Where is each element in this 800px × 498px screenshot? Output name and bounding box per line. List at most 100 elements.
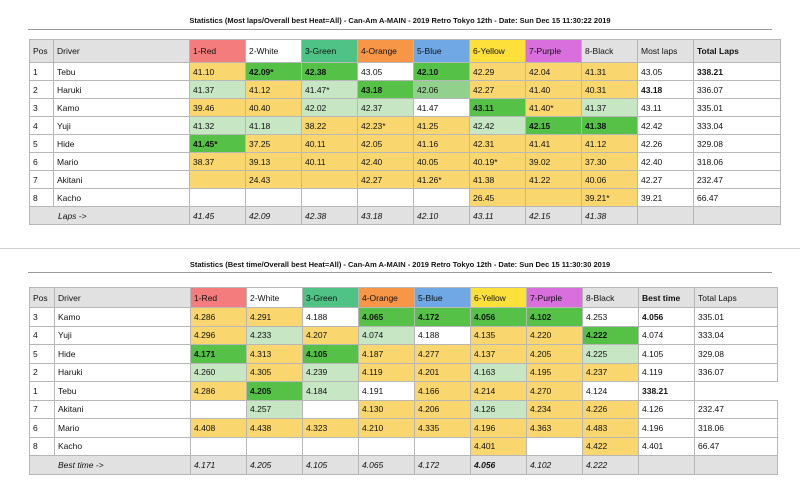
total-cell: 336.07 <box>693 80 781 99</box>
column-header: 6-Yellow <box>469 39 526 63</box>
summary-row: Laps -> 41.45 42.09 42.38 43.18 42.10 43.11 42.… <box>29 206 781 225</box>
table-row: 5 Hide 41.45* 37.25 40.11 42.05 41.16 42.31 41.4… <box>29 134 781 153</box>
summary-value: 4.065 <box>358 455 415 475</box>
best-cell: 4.196 <box>638 418 695 438</box>
total-cell: 318.06 <box>694 418 778 438</box>
laps-statistics-panel: Statistics (Most laps/Overall best Heat=… <box>0 0 800 240</box>
summary-value: 43.18 <box>357 206 414 225</box>
lane-cell: 4.102 <box>526 307 583 327</box>
pos-cell: 5 <box>29 344 55 364</box>
lane-cell: 4.291 <box>246 307 303 327</box>
lane-cell: 4.166 <box>414 381 471 401</box>
pos-cell: 1 <box>29 62 54 81</box>
lane-cell: 39.21* <box>581 188 638 207</box>
column-header: 8-Black <box>581 39 638 63</box>
total-cell: 336.07 <box>694 362 778 382</box>
lane-cell: 4.065 <box>358 307 415 327</box>
lane-cell: 37.30 <box>581 152 638 171</box>
column-header: Driver <box>53 39 190 63</box>
lane-cell: 42.42 <box>469 116 526 135</box>
lane-cell: 43.18 <box>357 80 414 99</box>
pos-cell: 7 <box>29 399 55 419</box>
lane-cell: 42.10 <box>413 62 470 81</box>
lane-cell: 24.43 <box>245 170 302 189</box>
lane-cell: 4.239 <box>302 362 359 382</box>
driver-cell: Kacho <box>54 436 191 456</box>
column-header: 2-White <box>245 39 302 63</box>
best-cell: 42.40 <box>637 152 694 171</box>
total-cell: 318.06 <box>693 152 781 171</box>
lane-cell: 40.11 <box>301 134 358 153</box>
lane-cell: 4.233 <box>246 325 303 345</box>
best-cell: 4.074 <box>638 325 695 345</box>
summary-value: 4.205 <box>246 455 303 475</box>
lane-cell: 4.074 <box>358 325 415 345</box>
total-cell: 338.21 <box>693 62 781 81</box>
lane-cell: 41.32 <box>189 116 246 135</box>
driver-cell: Tebu <box>54 381 191 401</box>
lane-cell: 4.253 <box>582 307 639 327</box>
table-row: 6 Mario 4.408 4.438 4.323 4.210 4.335 4.196 4.36… <box>29 418 778 438</box>
lane-cell: 4.187 <box>358 344 415 364</box>
lane-cell: 40.11 <box>301 152 358 171</box>
lane-cell: 4.260 <box>190 362 247 382</box>
lane-cell: 26.45 <box>469 188 526 207</box>
lane-cell: 41.47* <box>301 80 358 99</box>
lane-cell: 42.23* <box>357 116 414 135</box>
lane-cell: 41.37 <box>189 80 246 99</box>
lane-cell: 4.438 <box>246 418 303 438</box>
best-cell: 43.05 <box>637 62 694 81</box>
title-divider <box>28 272 772 273</box>
column-header: Best time <box>638 287 695 308</box>
table-row: 2 Haruki 41.37 41.12 41.47* 43.18 42.06 42.27 41… <box>29 80 781 99</box>
table-row: 1 Tebu 4.286 4.205 4.184 4.191 4.166 4.214 4.270… <box>29 381 778 401</box>
lane-cell <box>189 170 246 189</box>
lane-cell: 37.25 <box>245 134 302 153</box>
table-row: 1 Tebu 41.10 42.09* 42.38 43.05 42.10 42.29 42.0… <box>29 62 781 81</box>
lane-cell: 4.195 <box>526 362 583 382</box>
lane-cell: 40.31 <box>581 80 638 99</box>
summary-row: Best time -> 4.171 4.205 4.105 4.065 4.172 4.0… <box>29 455 778 475</box>
summary-value: 4.056 <box>470 455 527 475</box>
lane-cell: 4.201 <box>414 362 471 382</box>
total-cell: 333.04 <box>693 116 781 135</box>
lane-cell: 4.257 <box>246 399 303 419</box>
best-time-statistics-table: Pos Driver 1-Red 2-White 3-Green 4-Orange 5-Bl… <box>29 287 778 475</box>
best-cell: 39.21 <box>637 188 694 207</box>
column-header: Total Laps <box>693 39 781 63</box>
lane-cell <box>301 170 358 189</box>
column-header: 7-Purple <box>526 287 583 308</box>
lane-cell: 41.12 <box>581 134 638 153</box>
summary-value: 42.15 <box>525 206 582 225</box>
best-cell: 4.119 <box>638 362 695 382</box>
lane-cell: 41.40 <box>525 80 582 99</box>
title-divider <box>28 29 772 30</box>
lane-cell: 4.286 <box>190 307 247 327</box>
driver-cell: Tebu <box>53 62 190 81</box>
driver-cell: Kamo <box>53 98 190 117</box>
best-cell: 4.401 <box>638 436 695 456</box>
best-cell: 42.42 <box>637 116 694 135</box>
pos-cell: 6 <box>29 418 55 438</box>
total-cell: 335.01 <box>693 98 781 117</box>
lane-cell: 40.05 <box>413 152 470 171</box>
lane-cell: 41.18 <box>245 116 302 135</box>
summary-empty <box>637 206 694 225</box>
total-cell: 232.47 <box>694 399 778 419</box>
summary-value: 41.45 <box>189 206 246 225</box>
table-row: 7 Akitani 24.43 42.27 41.26* 41.38 41.22 40.06 4… <box>29 170 781 189</box>
driver-cell: Akitani <box>53 170 190 189</box>
driver-cell: Kacho <box>53 188 190 207</box>
best-cell: 4.105 <box>638 344 695 364</box>
lane-cell: 4.056 <box>470 307 527 327</box>
column-header: 4-Orange <box>358 287 415 308</box>
column-header: Driver <box>54 287 191 308</box>
table-row: 3 Kamo 39.46 40.40 42.02 42.37 41.47 43.11 41.40… <box>29 98 781 117</box>
pos-cell: 7 <box>29 170 54 189</box>
lane-cell: 4.237 <box>582 362 639 382</box>
lane-cell: 41.38 <box>581 116 638 135</box>
lane-cell: 4.188 <box>414 325 471 345</box>
best-cell: 4.056 <box>638 307 695 327</box>
lane-cell: 4.171 <box>190 344 247 364</box>
table-row: 5 Hide 4.171 4.313 4.105 4.187 4.277 4.137 4.205… <box>29 344 778 364</box>
